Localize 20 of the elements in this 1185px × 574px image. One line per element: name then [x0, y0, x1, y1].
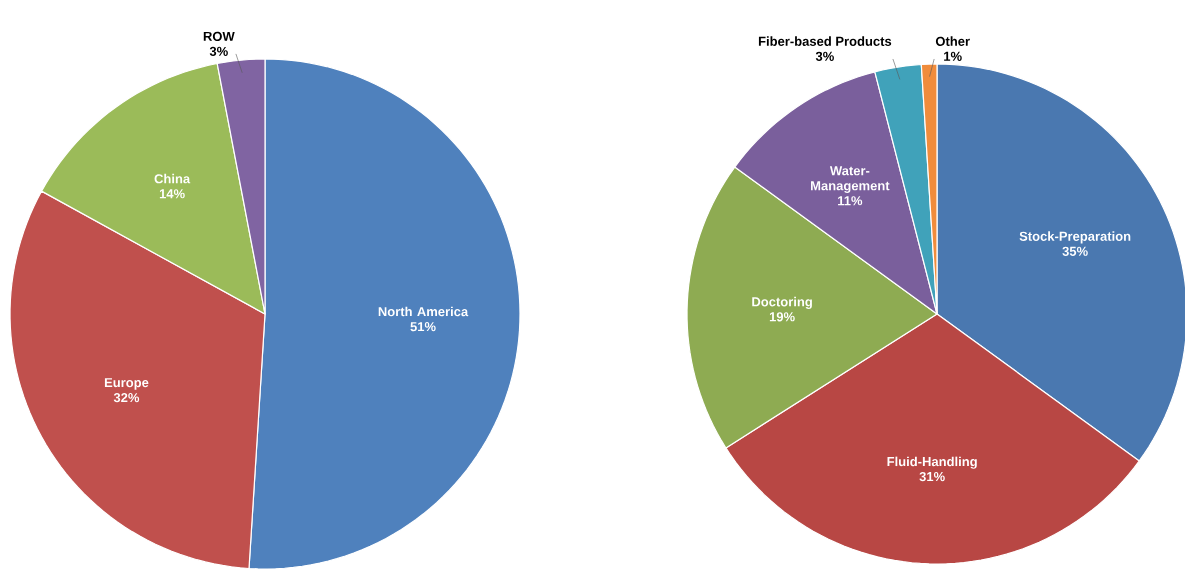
- slice-label: Doctoring: [752, 296, 812, 310]
- data-label: 14%: [159, 189, 185, 199]
- data-label: 31%: [919, 471, 945, 482]
- slice-label: Stock-Preparation: [1019, 231, 1131, 244]
- slice-label: ROW: [203, 31, 235, 41]
- slice-label: Fluid-Handling: [887, 456, 977, 469]
- data-label: 35%: [1062, 246, 1088, 256]
- slice-label: Water-Management: [811, 166, 890, 193]
- data-label: 3%: [209, 46, 228, 56]
- data-label: 1%: [944, 51, 962, 61]
- data-label: 32%: [113, 392, 140, 403]
- data-label: 51%: [410, 322, 436, 332]
- slice-label: Other: [935, 36, 970, 46]
- slice-label: Europe: [104, 378, 149, 390]
- data-label: 19%: [769, 312, 795, 322]
- slice-label: Fiber-based Products: [758, 36, 892, 46]
- data-label: 3%: [815, 51, 834, 61]
- data-label: 11%: [838, 196, 863, 206]
- slice-label: North America: [378, 306, 469, 317]
- slice-label: China: [154, 173, 191, 184]
